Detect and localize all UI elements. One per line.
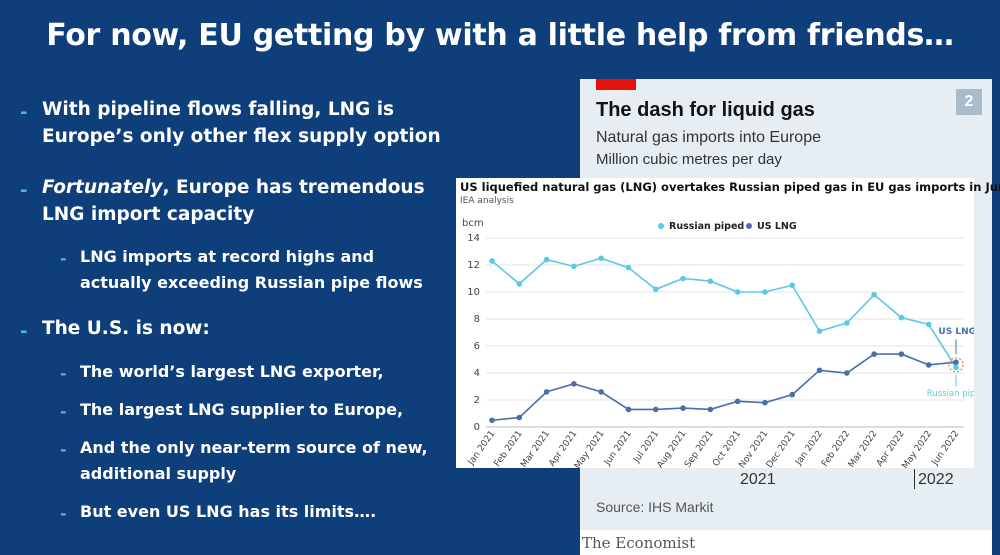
data-point [925,362,932,368]
bullet-pipeline: With pipeline flows falling, LNG is Euro… [42,99,441,147]
y-tick-label: 2 [474,395,480,406]
data-point [844,370,850,376]
sub-bullet-dash: - [60,402,67,421]
data-point [925,321,932,328]
data-point [953,359,959,365]
data-point [516,414,523,421]
economist-brand-bar: The Economist [580,530,992,555]
y-tick-label: 6 [474,341,480,352]
data-point [571,381,577,387]
x-tick-label: Jul 2021 [631,429,661,466]
sub-bullet-largest-exporter: The world’s largest LNG exporter, [80,362,384,381]
series-line [491,353,957,422]
data-point [543,256,550,263]
annotation-us-lng: US LNG [938,327,974,337]
series-line [491,257,957,369]
economist-subtitle: Natural gas imports into Europe [596,129,821,146]
x-tick-label: Jun 2021 [602,429,634,468]
y-axis-label: bcm [462,218,484,229]
data-point [489,258,495,264]
economist-title: The dash for liquid gas [596,99,815,121]
y-tick-label: 14 [467,233,480,244]
annotation-russian-piped: Russian piped [927,389,974,399]
data-point [625,264,632,271]
crossover-highlight [948,357,964,373]
bullet-dash: - [20,102,28,123]
data-point [844,320,850,326]
data-point [871,291,877,298]
year-label-2022: 2022 [918,471,954,488]
data-point [489,417,495,424]
data-point [543,389,550,395]
data-point [598,389,604,395]
slide-title: For now, EU getting by with a little hel… [46,18,954,53]
y-tick-label: 8 [474,314,480,325]
data-point [762,289,768,295]
data-point [625,406,632,413]
sub-bullet-dash: - [60,440,67,459]
bullet-capacity: Fortunately, Europe has tremendous LNG i… [42,174,462,228]
economist-source: Source: IHS Markit [596,499,714,515]
chart-subtitle: IEA analysis [460,196,514,206]
economist-unit: Million cubic metres per day [596,151,782,168]
economist-red-tag [596,79,636,90]
bullet-dash: - [20,180,28,201]
data-point [789,391,796,398]
legend-marker [658,223,664,229]
sub-bullet-dash: - [60,504,67,523]
bullet-dash: - [20,321,28,342]
x-tick-label: Jun 2022 [930,429,962,468]
data-point [652,286,659,293]
data-point [571,263,577,270]
iea-chart-card: US liquefied natural gas (LNG) overtakes… [456,178,1000,468]
data-point [598,255,604,262]
sub-bullet-new-supply: And the only near-term source of new, ad… [80,438,428,483]
data-point [871,351,877,357]
data-point [816,367,823,374]
sub-bullet-dash: - [60,364,67,383]
data-point [762,399,768,406]
data-point [680,405,686,411]
data-point [707,278,714,284]
year-divider [914,469,915,489]
data-point [652,406,659,413]
economist-brand: The Economist [582,534,696,552]
sub-bullet-record-highs: LNG imports at record highs and actually… [80,247,423,292]
data-point [789,282,796,289]
data-point [734,398,741,405]
economist-chart-number: 2 [956,89,982,115]
sub-bullet-dash: - [60,249,67,268]
y-tick-label: 12 [467,260,480,271]
data-point [734,289,741,295]
data-point [953,364,959,371]
legend-label: Russian piped [669,221,744,232]
data-point [516,281,523,287]
y-tick-label: 10 [467,287,480,298]
sub-bullet-largest-supplier: The largest LNG supplier to Europe, [80,400,404,419]
data-point [707,406,714,413]
year-label-2021: 2021 [740,471,776,488]
legend-marker [746,223,752,229]
y-tick-label: 4 [474,368,480,379]
y-tick-label: 0 [474,422,480,433]
data-point [680,275,686,282]
data-point [816,328,823,334]
data-point [898,351,905,357]
chart-title: US liquefied natural gas (LNG) overtakes… [460,180,1000,194]
data-point [898,314,905,321]
legend-label: US LNG [757,221,797,232]
bullet-emphasis: Fortunately [42,177,163,198]
bullet-capacity-text: , Europe has tremendous LNG import capac… [42,177,425,225]
sub-bullet-limits: But even US LNG has its limits…. [80,502,377,521]
bullet-us-now: The U.S. is now: [42,318,210,339]
